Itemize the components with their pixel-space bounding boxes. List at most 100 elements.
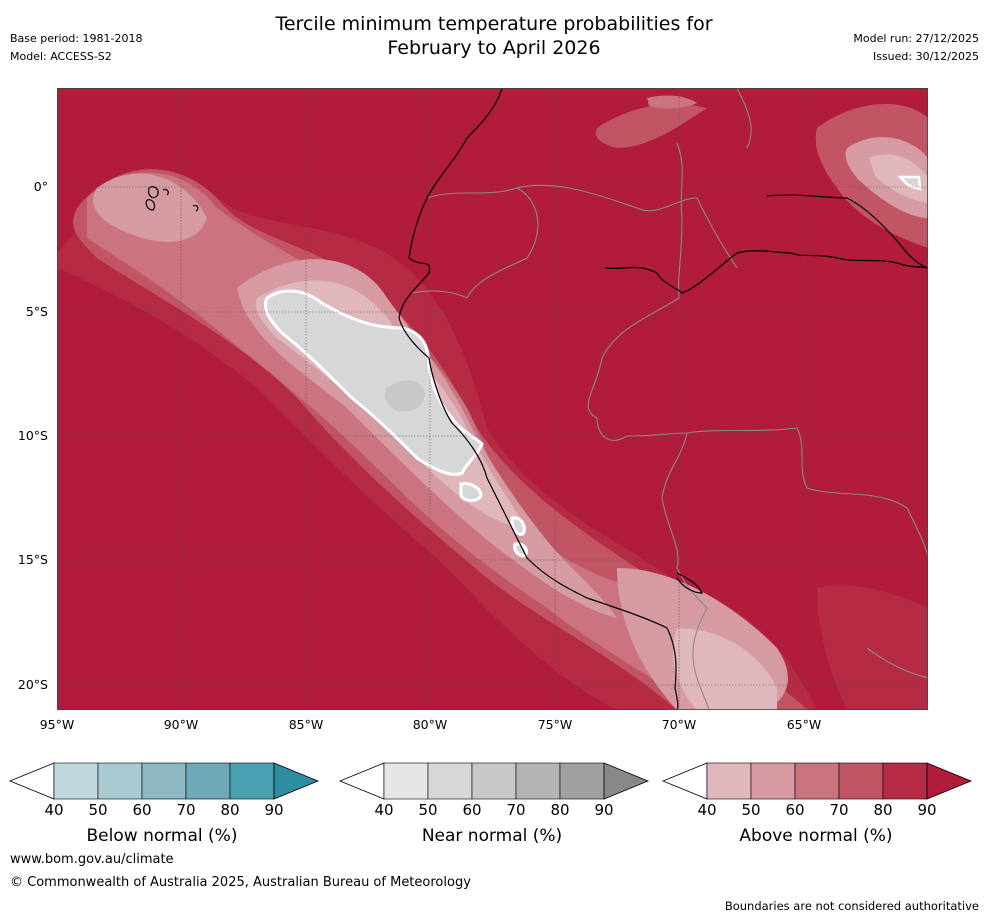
map-frame: [57, 88, 928, 710]
website-link[interactable]: www.bom.gov.au/climate: [10, 852, 174, 867]
colorbar-tick-label: 50: [418, 801, 438, 819]
colorbar-tick-label: 40: [44, 801, 64, 819]
model-name: Model: ACCESS-S2: [10, 50, 112, 63]
colorbar-tick-label: 90: [917, 801, 937, 819]
colorbar-tick-label: 80: [550, 801, 570, 819]
near-normal-title: Near normal (%): [421, 826, 563, 846]
border-peru-colombia: [516, 184, 738, 269]
title-line-1: Tercile minimum temperature probabilitie…: [275, 13, 713, 35]
coastlines: [145, 88, 928, 710]
colorbar-tick-label: 90: [264, 801, 284, 819]
lat-label-15s: 15°S: [17, 552, 48, 567]
border-colombia-brazil: [676, 142, 683, 299]
colorbar-tick-label: 60: [462, 801, 482, 819]
colorbar-segment-40: [706, 762, 752, 800]
colorbar-segment-80: [559, 762, 605, 800]
country-borders: [411, 88, 928, 710]
title-line-2: February to April 2026: [387, 37, 601, 59]
colorbar-segment-50: [427, 762, 473, 800]
colorbar-over-triangle: [603, 762, 650, 800]
colorbar-tick-label: 80: [220, 801, 240, 819]
border-chile-bolivia: [692, 607, 710, 710]
colorbar-tick-label: 50: [741, 801, 761, 819]
colorbar-above-normal: [661, 762, 973, 800]
lon-label-65w: 65°W: [786, 717, 822, 732]
above-normal-title: Above normal (%): [739, 826, 893, 846]
amazon-river: [604, 250, 928, 294]
lon-label-80w: 80°W: [412, 717, 448, 732]
boundaries-disclaimer: Boundaries are not considered authoritat…: [724, 899, 979, 913]
copyright-notice: © Commonwealth of Australia 2025, Austra…: [10, 875, 471, 890]
lat-label-0: 0°: [33, 179, 48, 194]
colorbars: [8, 762, 973, 800]
border-bolivia-paraguay: [866, 647, 928, 679]
colorbar-under-triangle: [8, 762, 55, 800]
border-ecuador-peru: [411, 187, 539, 299]
probability-map: [57, 88, 928, 710]
lon-label-95w: 95°W: [39, 717, 75, 732]
southeast-80-patch: [817, 585, 928, 710]
lon-label-70w: 70°W: [661, 717, 697, 732]
border-colombia-venezuela: [736, 88, 752, 149]
colorbar-segment-80: [229, 762, 275, 800]
base-period: Base period: 1981-2018: [10, 32, 143, 45]
amazon-river-north: [766, 194, 928, 269]
near-normal-60-patch: [384, 380, 425, 412]
colorbar-segment-70: [838, 762, 884, 800]
lat-label-20s: 20°S: [17, 677, 48, 692]
colorbar-segment-60: [471, 762, 517, 800]
galapagos-60-patch: [93, 173, 207, 242]
below-normal-title: Below normal (%): [86, 826, 238, 846]
colorbar-tick-label: 60: [132, 801, 152, 819]
near-normal-50-region: [263, 289, 484, 476]
pacific-coastline: [398, 88, 679, 710]
colorbar-segment-60: [794, 762, 840, 800]
meta-left: Base period: 1981-2018 Model: ACCESS-S2: [10, 30, 142, 66]
meta-right: Model run: 27/12/2025 Issued: 30/12/2025: [853, 30, 979, 66]
border-peru-brazil: [587, 297, 688, 441]
colorbar-tick-label: 70: [506, 801, 526, 819]
colorbar-tick-label: 40: [697, 801, 717, 819]
galapagos-island-2: [145, 199, 156, 211]
galapagos-island-1: [148, 186, 159, 199]
border-bolivia-brazil: [686, 427, 928, 559]
graticule: [57, 88, 928, 710]
lon-label-90w: 90°W: [163, 717, 199, 732]
colorbar-segment-60: [141, 762, 187, 800]
colorbar-tick-label: 60: [785, 801, 805, 819]
colorbar-under-triangle: [661, 762, 708, 800]
lon-label-85w: 85°W: [288, 717, 324, 732]
colorbar-segment-50: [97, 762, 143, 800]
colorbar-tick-label: 40: [374, 801, 394, 819]
chart-title: Tercile minimum temperature probabilitie…: [0, 12, 988, 60]
colorbar-segment-40: [383, 762, 429, 800]
colorbar-over-triangle: [273, 762, 320, 800]
lake-titicaca: [676, 572, 703, 594]
galapagos-island-4: [192, 204, 199, 212]
near-normal-patch-4: [513, 542, 529, 558]
colorbar-below-normal: [8, 762, 320, 800]
colorbar-segment-40: [53, 762, 99, 800]
colorbar-tick-label: 70: [829, 801, 849, 819]
colorbar-tick-label: 70: [176, 801, 196, 819]
colorbar-near-normal: [338, 762, 650, 800]
issued-date: Issued: 30/12/2025: [872, 50, 979, 63]
lat-label-5s: 5°S: [25, 304, 48, 319]
amazon-40-patch: [869, 154, 928, 203]
model-run: Model run: 27/12/2025: [853, 32, 979, 45]
southern-coast-40-patch: [673, 628, 777, 710]
lat-label-10s: 10°S: [17, 428, 48, 443]
colorbar-tick-label: 50: [88, 801, 108, 819]
colorbar-segment-70: [185, 762, 231, 800]
colorbar-over-triangle: [926, 762, 973, 800]
colorbar-tick-label: 80: [873, 801, 893, 819]
galapagos-island-3: [162, 188, 169, 196]
colorbar-tick-label: 90: [594, 801, 614, 819]
colorbar-segment-80: [882, 762, 928, 800]
lon-label-75w: 75°W: [537, 717, 573, 732]
near-normal-patch-2: [459, 482, 483, 502]
north-60-patch: [647, 95, 697, 109]
colorbar-under-triangle: [338, 762, 385, 800]
amazon-near-normal-patch: [896, 175, 922, 191]
near-normal-patch-3: [510, 516, 526, 536]
